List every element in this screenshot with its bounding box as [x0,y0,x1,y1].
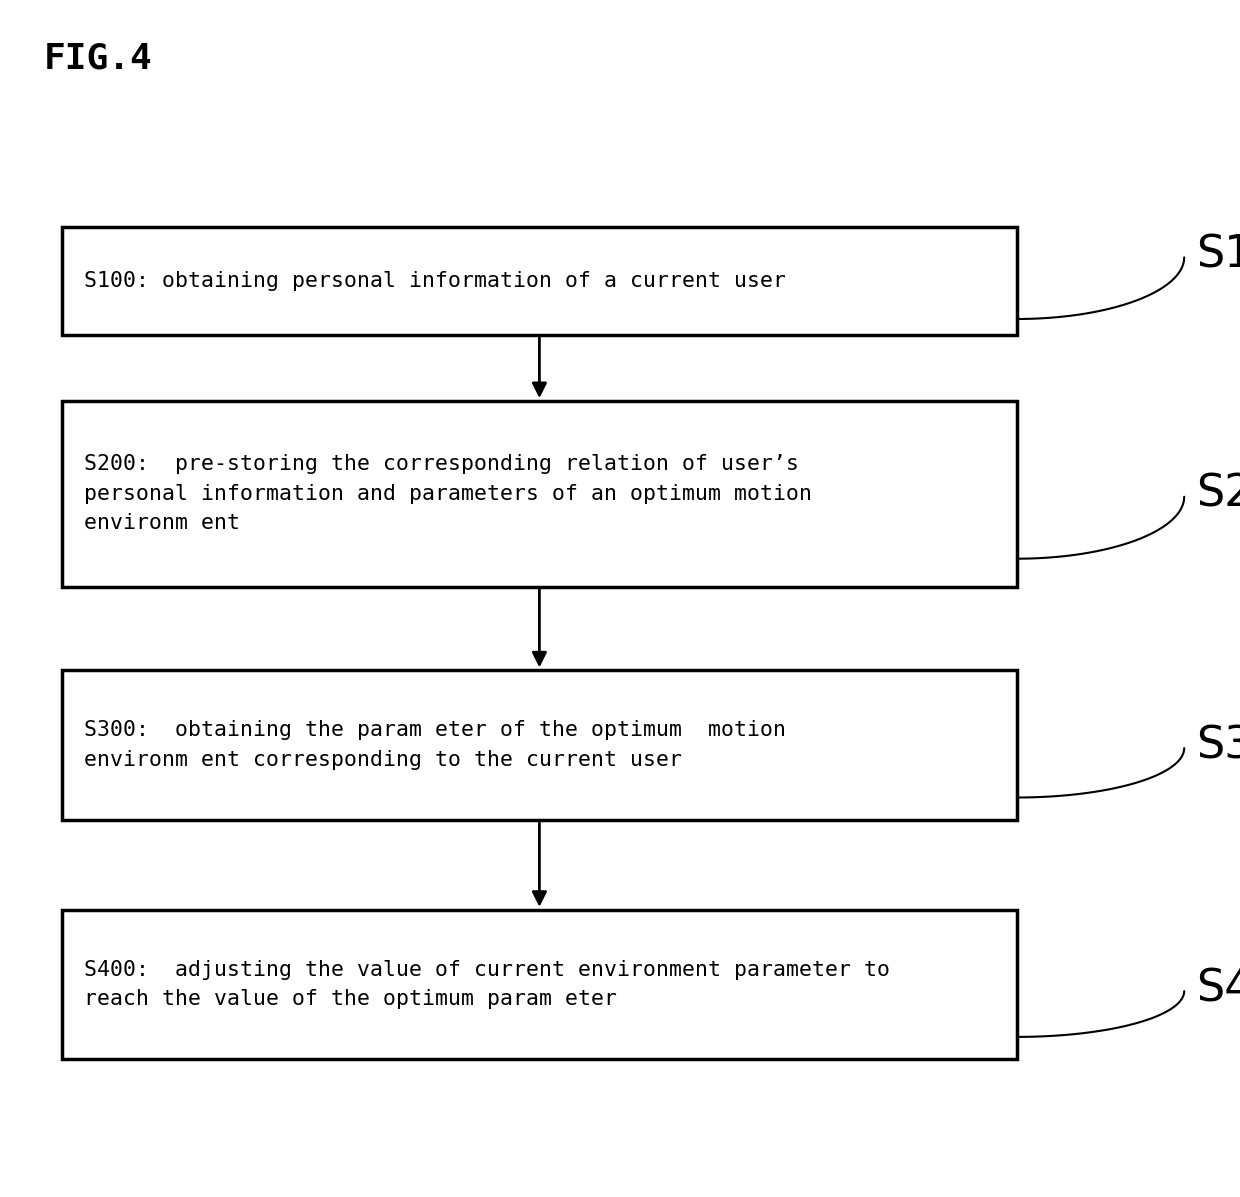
Text: S400: S400 [1197,967,1240,1010]
FancyBboxPatch shape [62,910,1017,1059]
Text: S100: S100 [1197,233,1240,277]
Text: S400:  adjusting the value of current environment parameter to
reach the value o: S400: adjusting the value of current env… [84,960,890,1009]
Text: S300:  obtaining the param eter of the optimum  motion
environm ent correspondin: S300: obtaining the param eter of the op… [84,721,786,770]
Text: FIG.4: FIG.4 [43,42,153,75]
FancyBboxPatch shape [62,227,1017,335]
Text: S100: obtaining personal information of a current user: S100: obtaining personal information of … [84,272,786,291]
Text: S200: S200 [1197,473,1240,516]
Text: S200:  pre-storing the corresponding relation of user’s
personal information and: S200: pre-storing the corresponding rela… [84,454,812,534]
Text: S300: S300 [1197,724,1240,767]
FancyBboxPatch shape [62,670,1017,820]
FancyBboxPatch shape [62,401,1017,587]
